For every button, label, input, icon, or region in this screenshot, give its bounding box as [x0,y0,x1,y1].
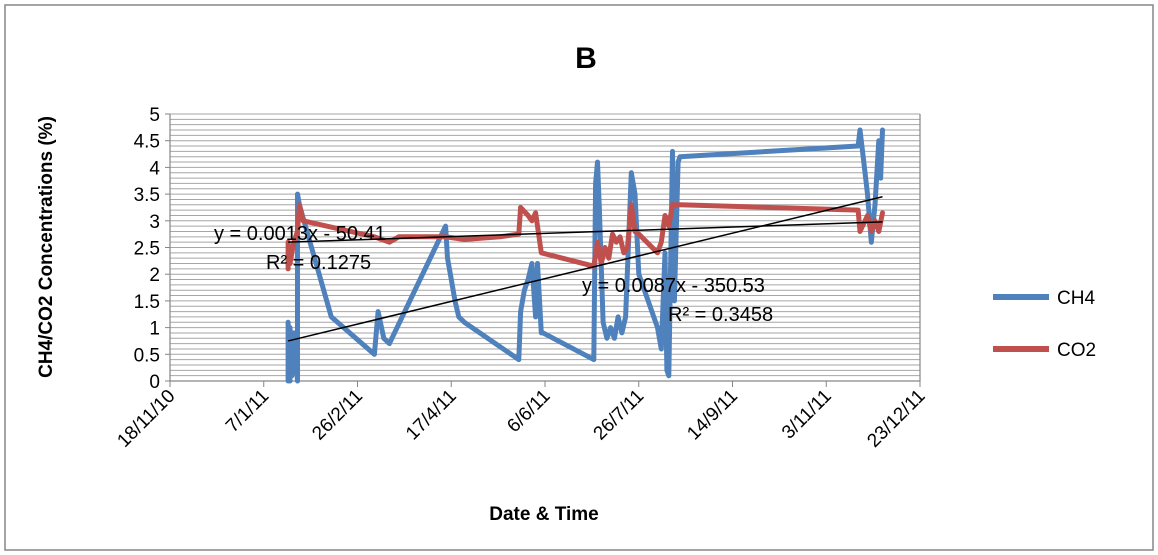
trendline-2 [287,196,883,342]
y-tick-label: 1.5 [134,292,160,313]
y-tick-label: 2 [149,265,160,286]
y-axis-title: CH4/CO2 Concentrations (%) [36,116,57,378]
y-axis-ticks: 0 0.5 1 1.5 2 2.5 3 3.5 4 4.5 5 [134,105,170,393]
legend-label-ch4: CH4 [1057,288,1095,309]
trendline-2-r2: R² = 0.3458 [668,304,773,326]
y-tick-label: 3 [149,212,160,233]
y-tick-label: 5 [149,105,160,126]
trendline-1-r2: R² = 0.1275 [266,252,371,274]
chart-title: B [575,42,597,75]
trendline-2-equation: y = 0.0087x - 350.53 [582,275,765,297]
legend: CH4 CO2 [993,288,1096,361]
legend-label-co2: CO2 [1057,340,1096,361]
y-tick-label: 3.5 [134,185,160,206]
trendline-layer [287,196,883,342]
y-tick-label: 4.5 [134,132,160,153]
y-tick-label: 1 [149,319,160,340]
series-line-ch4 [285,127,885,384]
trendline-1 [288,221,883,243]
chart-border [4,4,1154,551]
y-tick-label: 0 [149,372,160,393]
trendline-1-equation: y = 0.0013x - 50.41 [214,223,386,245]
x-axis-title: Date & Time [489,504,598,525]
y-tick-label: 0.5 [134,345,160,366]
y-tick-label: 4 [149,158,160,179]
y-tick-label: 2.5 [134,239,160,260]
